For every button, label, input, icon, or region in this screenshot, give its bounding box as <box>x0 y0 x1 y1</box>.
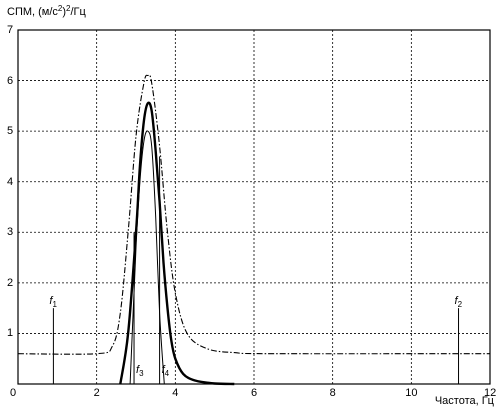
y-tick-label: 2 <box>7 276 14 289</box>
frequency-marker-label: f4 <box>161 364 170 379</box>
x-axis-title: Частота, Гц <box>434 395 494 407</box>
frequency-marker-label: f3 <box>136 364 144 379</box>
marker-layer <box>52 156 460 384</box>
y-tick-label: 3 <box>7 226 14 239</box>
plot-frame <box>17 29 491 385</box>
series-layer <box>17 74 491 386</box>
x-tick-label: 0 <box>10 387 17 399</box>
series-line-3 <box>17 74 491 355</box>
y-tick-label: 4 <box>7 175 14 188</box>
frequency-marker-label: f1 <box>49 295 57 310</box>
y-axis-title: СПМ, (м/с2)2/Гц <box>7 4 86 19</box>
x-tick-label: 6 <box>250 387 258 399</box>
x-tick-label: 4 <box>172 387 179 399</box>
x-tick-label: 12 <box>484 387 497 399</box>
y-tick-label: 7 <box>7 24 14 36</box>
y-tick-label: 6 <box>7 74 14 87</box>
y-tick-label: 5 <box>7 125 14 138</box>
series-line-1 <box>119 101 235 386</box>
frequency-marker-label: f2 <box>454 295 463 310</box>
x-tick-label: 2 <box>93 387 100 399</box>
x-tick-label: 8 <box>329 387 336 399</box>
y-tick-label: 1 <box>7 327 14 340</box>
x-tick-label: 10 <box>405 387 418 399</box>
grid-layer <box>18 30 490 384</box>
series-line-2 <box>129 130 165 385</box>
